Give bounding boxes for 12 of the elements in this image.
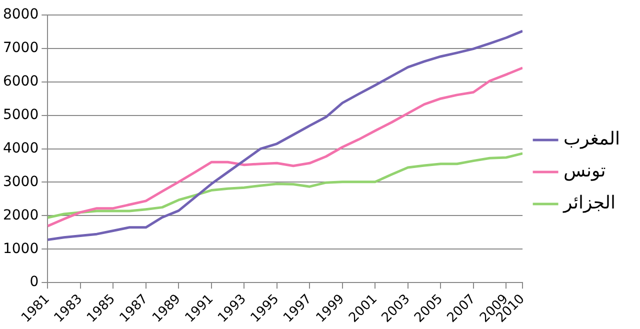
y-tick-label: 5000 xyxy=(2,106,39,123)
y-tick-label: 6000 xyxy=(2,74,39,90)
legend-label: المغرب xyxy=(564,128,620,150)
y-tick-label: 2000 xyxy=(2,207,39,224)
y-tick-label: 4000 xyxy=(2,140,39,156)
y-tick-label: 8000 xyxy=(2,6,39,23)
y-tick-label: 7000 xyxy=(2,40,39,56)
legend-label: تونس xyxy=(564,160,606,182)
y-tick-label: 3000 xyxy=(2,174,39,190)
y-tick-label: 1000 xyxy=(2,240,39,257)
legend-label: الجزائر xyxy=(562,192,616,214)
y-tick-label: 0 xyxy=(30,274,39,290)
